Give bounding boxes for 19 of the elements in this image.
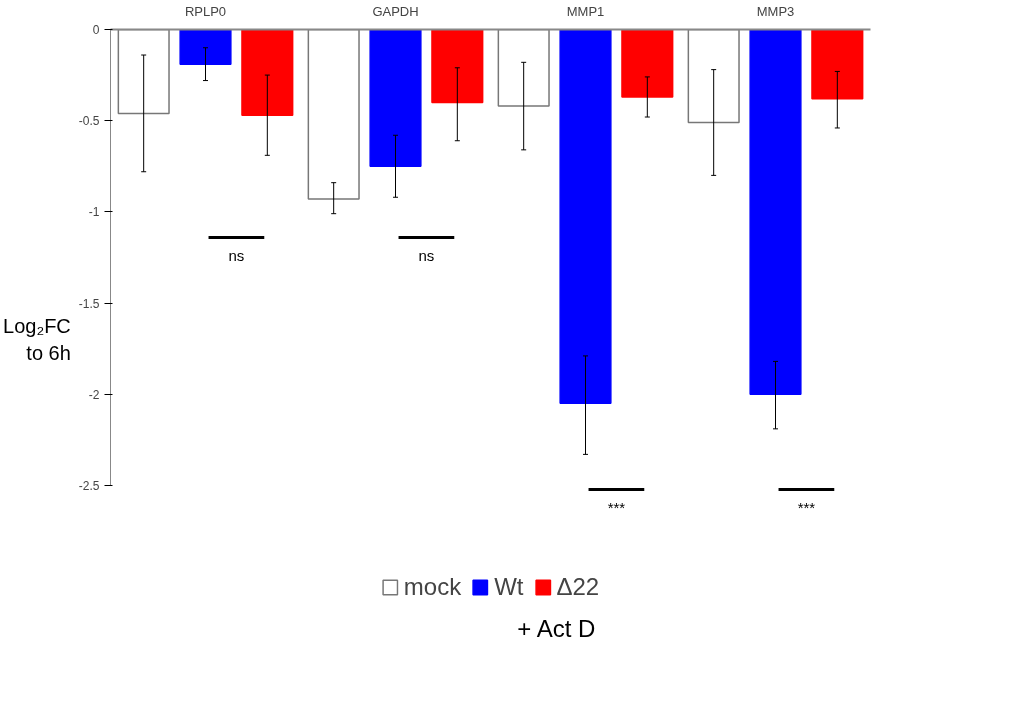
- text: ***: [797, 498, 816, 516]
- legend-label: Δ22: [556, 573, 600, 601]
- text: ***: [607, 498, 626, 516]
- x-tick-label: RPLP0: [184, 3, 227, 19]
- y-tick-label: -2: [88, 387, 100, 402]
- y-tick-label: -0.5: [78, 114, 100, 129]
- x-tick-label: MMP1: [566, 3, 605, 19]
- annotation: ns: [418, 246, 435, 264]
- y-tick-label: -2.5: [78, 478, 100, 493]
- annotation: ns: [228, 246, 245, 264]
- y-tick-label: 0: [92, 23, 100, 37]
- x-tick-label: MMP3: [756, 3, 795, 19]
- y-axis-title: Log₂FC to 6h: [3, 315, 71, 364]
- y-tick-label: -1: [88, 205, 100, 220]
- legend-label: Wt: [494, 573, 524, 601]
- text: + Act D: [517, 614, 596, 642]
- legend-label: mock: [403, 573, 462, 601]
- x-tick-label: GAPDH: [372, 3, 419, 19]
- y-tick-label: -1.5: [78, 296, 100, 311]
